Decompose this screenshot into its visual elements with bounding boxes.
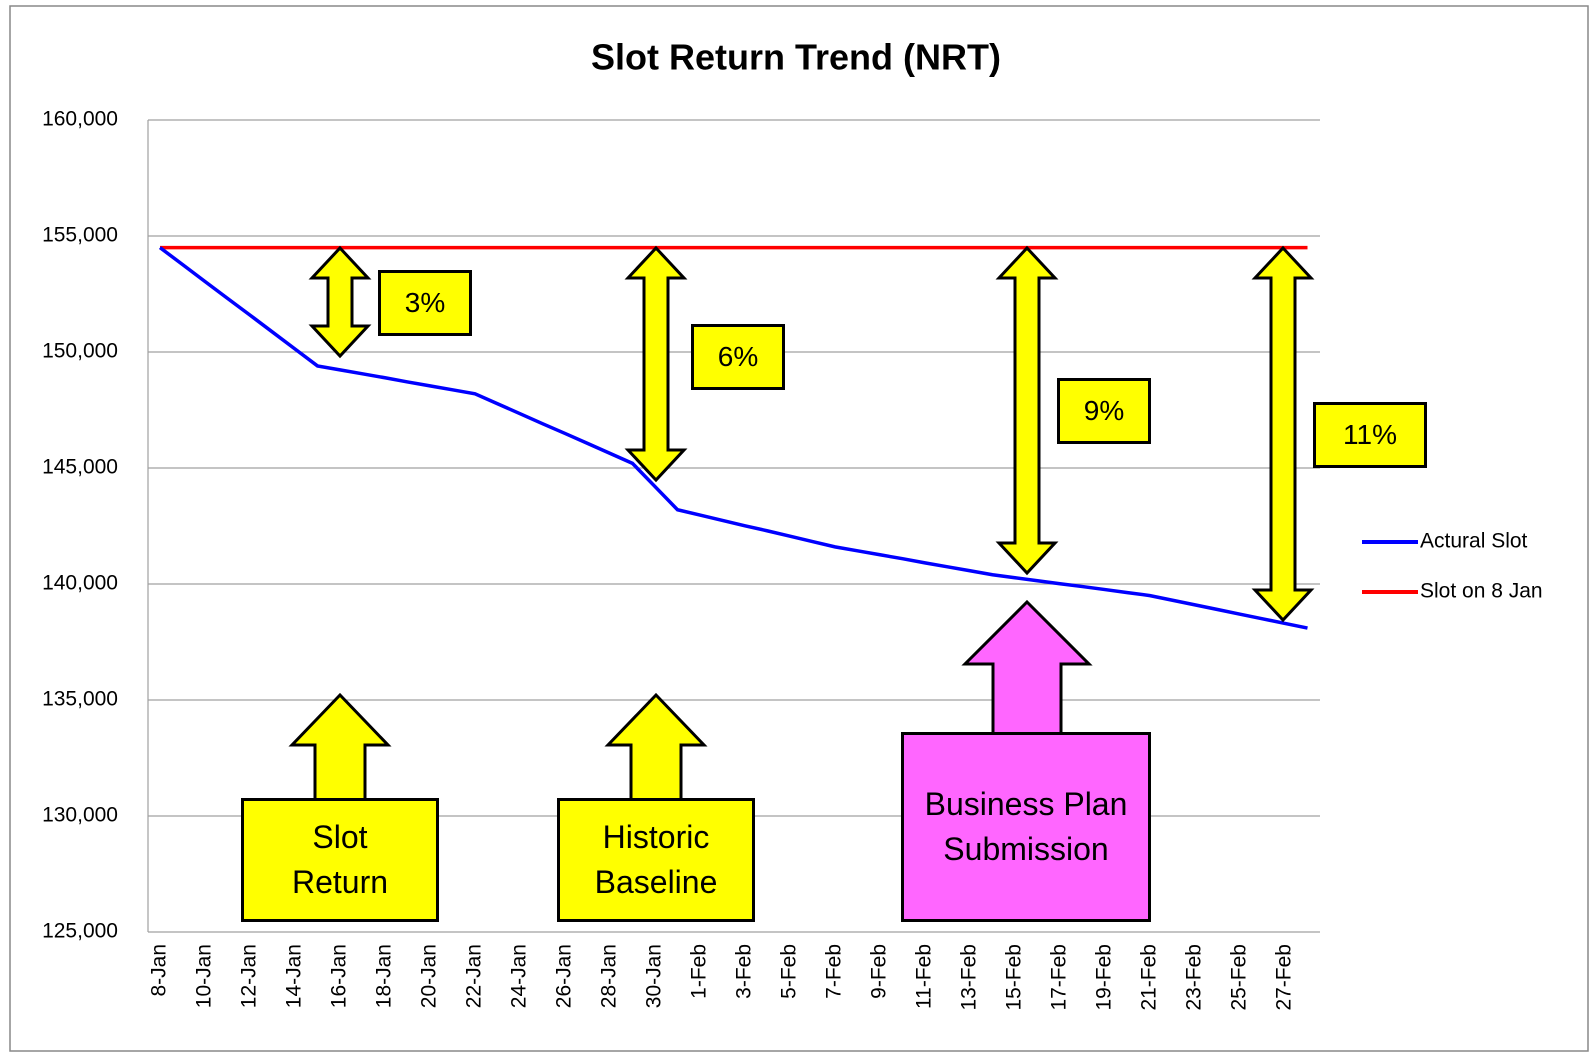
annotation-box: 9% — [1057, 378, 1151, 444]
y-tick-label: 150,000 — [42, 340, 118, 363]
y-tick-label: 160,000 — [42, 108, 118, 131]
y-tick-label: 145,000 — [42, 456, 118, 479]
x-tick-label: 27-Feb — [1273, 944, 1296, 1011]
annotation-box: 3% — [378, 270, 472, 336]
x-tick-label: 11-Feb — [913, 944, 936, 1009]
annotation-box: 11% — [1313, 402, 1427, 468]
annotation-box: 6% — [691, 324, 785, 390]
x-tick-label: 15-Feb — [1003, 944, 1026, 1011]
line-series — [158, 246, 1308, 630]
x-tick-label: 24-Jan — [508, 944, 531, 1008]
x-tick-label: 20-Jan — [418, 944, 441, 1008]
x-tick-label: 19-Feb — [1093, 944, 1116, 1011]
x-tick-label: 3-Feb — [733, 944, 756, 999]
x-tick-label: 26-Jan — [553, 944, 576, 1008]
x-tick-label: 14-Jan — [283, 944, 306, 1008]
x-tick-label: 8-Jan — [148, 944, 171, 997]
y-tick-label: 125,000 — [42, 920, 118, 943]
x-tick-label: 28-Jan — [598, 944, 621, 1008]
x-tick-label: 25-Feb — [1228, 944, 1251, 1011]
x-tick-label: 17-Feb — [1048, 944, 1071, 1011]
y-tick-label: 135,000 — [42, 688, 118, 711]
y-tick-label: 155,000 — [42, 224, 118, 247]
annotation-box: Business Plan Submission — [901, 732, 1151, 922]
x-tick-label: 13-Feb — [958, 944, 981, 1011]
x-tick-label: 21-Feb — [1138, 944, 1161, 1011]
legend-label: Actural Slot — [1420, 530, 1528, 553]
double-arrow — [1251, 245, 1315, 623]
x-tick-label: 18-Jan — [373, 944, 396, 1008]
x-tick-label: 9-Feb — [868, 944, 891, 999]
x-tick-label: 1-Feb — [688, 944, 711, 999]
legend-label: Slot on 8 Jan — [1420, 580, 1543, 603]
annotation-box: Historic Baseline — [557, 798, 755, 922]
x-tick-label: 10-Jan — [193, 944, 216, 1008]
y-tick-label: 130,000 — [42, 804, 118, 827]
double-arrow — [995, 245, 1059, 576]
x-tick-label: 5-Feb — [778, 944, 801, 999]
x-tick-label: 7-Feb — [823, 944, 846, 999]
double-arrow — [308, 245, 372, 359]
chart-title: Slot Return Trend (NRT) — [591, 37, 1001, 78]
double-arrow — [624, 245, 688, 483]
x-tick-label: 22-Jan — [463, 944, 486, 1008]
y-tick-label: 140,000 — [42, 572, 118, 595]
x-tick-label: 16-Jan — [328, 944, 351, 1008]
x-tick-label: 30-Jan — [643, 944, 666, 1008]
x-tick-label: 23-Feb — [1183, 944, 1206, 1011]
x-tick-label: 12-Jan — [238, 944, 261, 1008]
annotation-box: Slot Return — [241, 798, 439, 922]
